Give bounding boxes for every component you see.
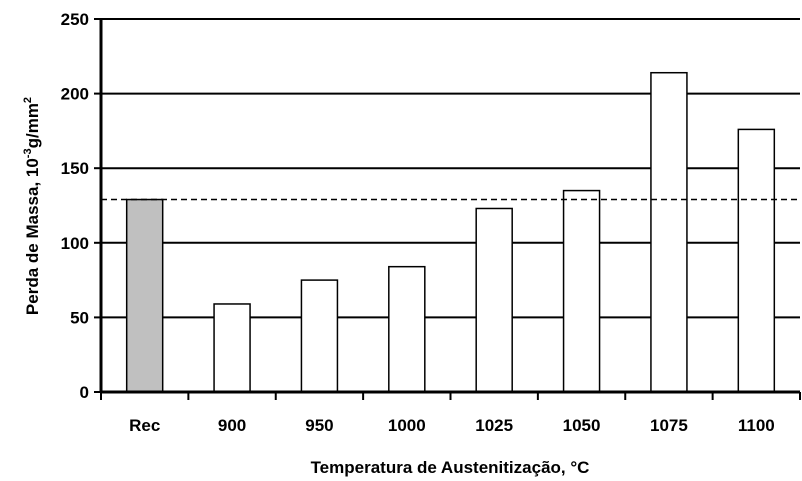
x-tick-label: 950 <box>305 416 333 435</box>
y-tick-label: 100 <box>61 234 89 253</box>
bar-1075 <box>650 71 688 393</box>
y-axis-label: Perda de Massa, 10-3g/mm2 <box>22 97 42 315</box>
y-tick-label: 200 <box>61 85 89 104</box>
y-tick-label: 0 <box>80 383 89 402</box>
x-axis-label: Temperatura de Austenitização, °C <box>311 458 590 477</box>
x-tick-label: 1050 <box>563 416 601 435</box>
bars <box>125 71 776 393</box>
gridlines <box>101 18 800 319</box>
y-axis-label-superscript: 2 <box>22 97 34 103</box>
x-tick-label: Rec <box>129 416 160 435</box>
y-tick-label: 50 <box>70 308 89 327</box>
x-tick-label: 1100 <box>738 416 775 435</box>
x-tick-label: 1025 <box>475 416 513 435</box>
bar-950 <box>300 279 339 393</box>
axes <box>94 18 801 400</box>
bar-1000 <box>388 265 426 393</box>
bar-Rec <box>125 198 164 393</box>
x-tick-labels: Rec 900 950 1000 1025 1050 1075 1100 <box>129 416 775 435</box>
y-tick-label: 150 <box>61 159 89 178</box>
x-tick-label: 1000 <box>388 416 426 435</box>
y-axis-label-part: Perda de Massa, 10 <box>23 158 42 315</box>
y-axis-label-part: g/mm <box>23 103 42 148</box>
x-tick-label: 1075 <box>650 416 688 435</box>
bar-900 <box>213 303 251 393</box>
bar-1025 <box>475 207 513 393</box>
bar-1050 <box>562 189 601 393</box>
x-tick-label: 900 <box>218 416 246 435</box>
y-axis-label-superscript: -3 <box>22 148 34 158</box>
y-tick-labels: 0 50 100 150 200 250 <box>61 10 89 402</box>
bar-1100 <box>737 128 776 393</box>
y-tick-label: 250 <box>61 10 89 29</box>
